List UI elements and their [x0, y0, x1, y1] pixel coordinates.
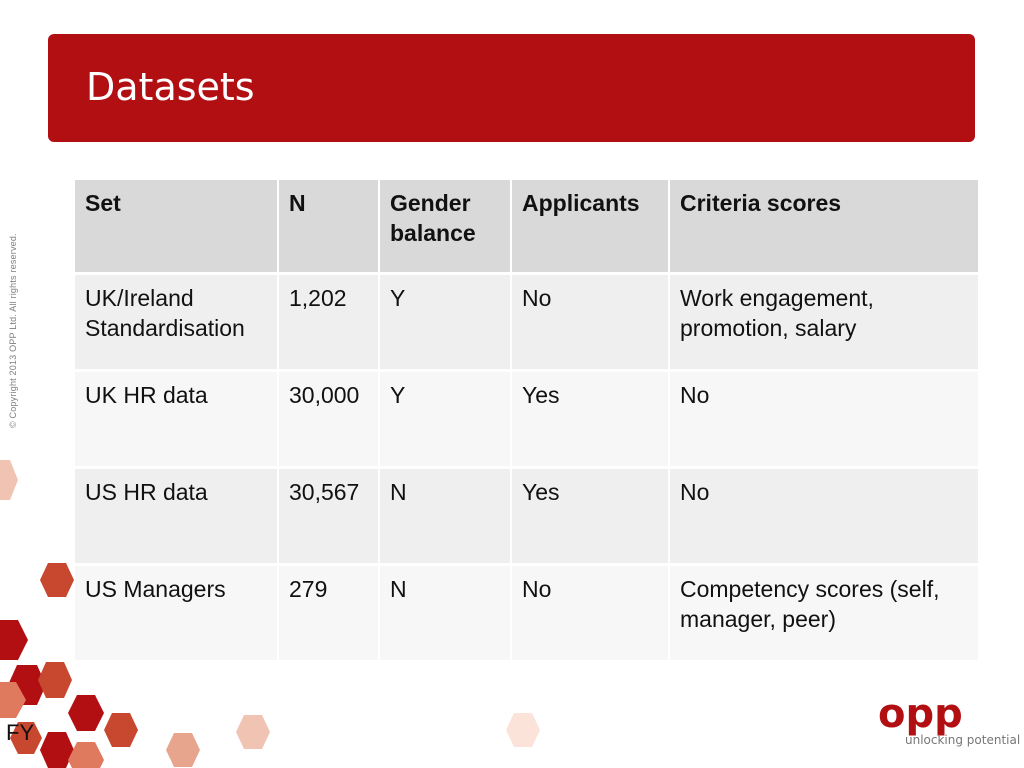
header-n: N	[278, 180, 380, 275]
hexagon-decoration	[0, 460, 540, 768]
header-set: Set	[75, 180, 279, 275]
cell-criteria: No	[669, 370, 980, 469]
table-row: UK HR data 30,000 Y Yes No	[75, 370, 980, 469]
slide-title: Datasets	[86, 65, 255, 109]
header-criteria-scores: Criteria scores	[669, 180, 980, 275]
table-row: US Managers 279 N No Competency scores (…	[75, 564, 980, 663]
cell-criteria: Work engagement, promotion, salary	[669, 273, 980, 372]
cell-applicants: No	[511, 564, 670, 663]
table-header-row: Set N Gender balance Applicants Criteria…	[75, 180, 980, 275]
cell-criteria: Competency scores (self, manager, peer)	[669, 564, 980, 663]
cell-gender: Y	[379, 370, 512, 469]
logo-wordmark: opp	[878, 693, 963, 737]
footer-label: FY	[6, 720, 35, 745]
cell-n: 30,000	[278, 370, 380, 469]
cell-set: US HR data	[75, 467, 279, 566]
cell-gender: Y	[379, 273, 512, 372]
header-gender-balance: Gender balance	[379, 180, 512, 275]
table-row: US HR data 30,567 N Yes No	[75, 467, 980, 566]
datasets-table: Set N Gender balance Applicants Criteria…	[75, 180, 980, 663]
title-banner: Datasets	[48, 34, 975, 142]
cell-set: US Managers	[75, 564, 279, 663]
cell-set: UK HR data	[75, 370, 279, 469]
cell-n: 30,567	[278, 467, 380, 566]
cell-applicants: Yes	[511, 467, 670, 566]
brand-tagline: unlocking potential	[905, 733, 1021, 747]
opp-logo: opp	[878, 693, 963, 737]
cell-criteria: No	[669, 467, 980, 566]
cell-set: UK/Ireland Standardisation	[75, 273, 279, 372]
copyright-notice: © Copyright 2013 OPP Ltd. All rights res…	[8, 233, 18, 428]
header-applicants: Applicants	[511, 180, 670, 275]
cell-gender: N	[379, 467, 512, 566]
cell-gender: N	[379, 564, 512, 663]
cell-applicants: Yes	[511, 370, 670, 469]
cell-n: 1,202	[278, 273, 380, 372]
table-row: UK/Ireland Standardisation 1,202 Y No Wo…	[75, 273, 980, 372]
cell-applicants: No	[511, 273, 670, 372]
cell-n: 279	[278, 564, 380, 663]
